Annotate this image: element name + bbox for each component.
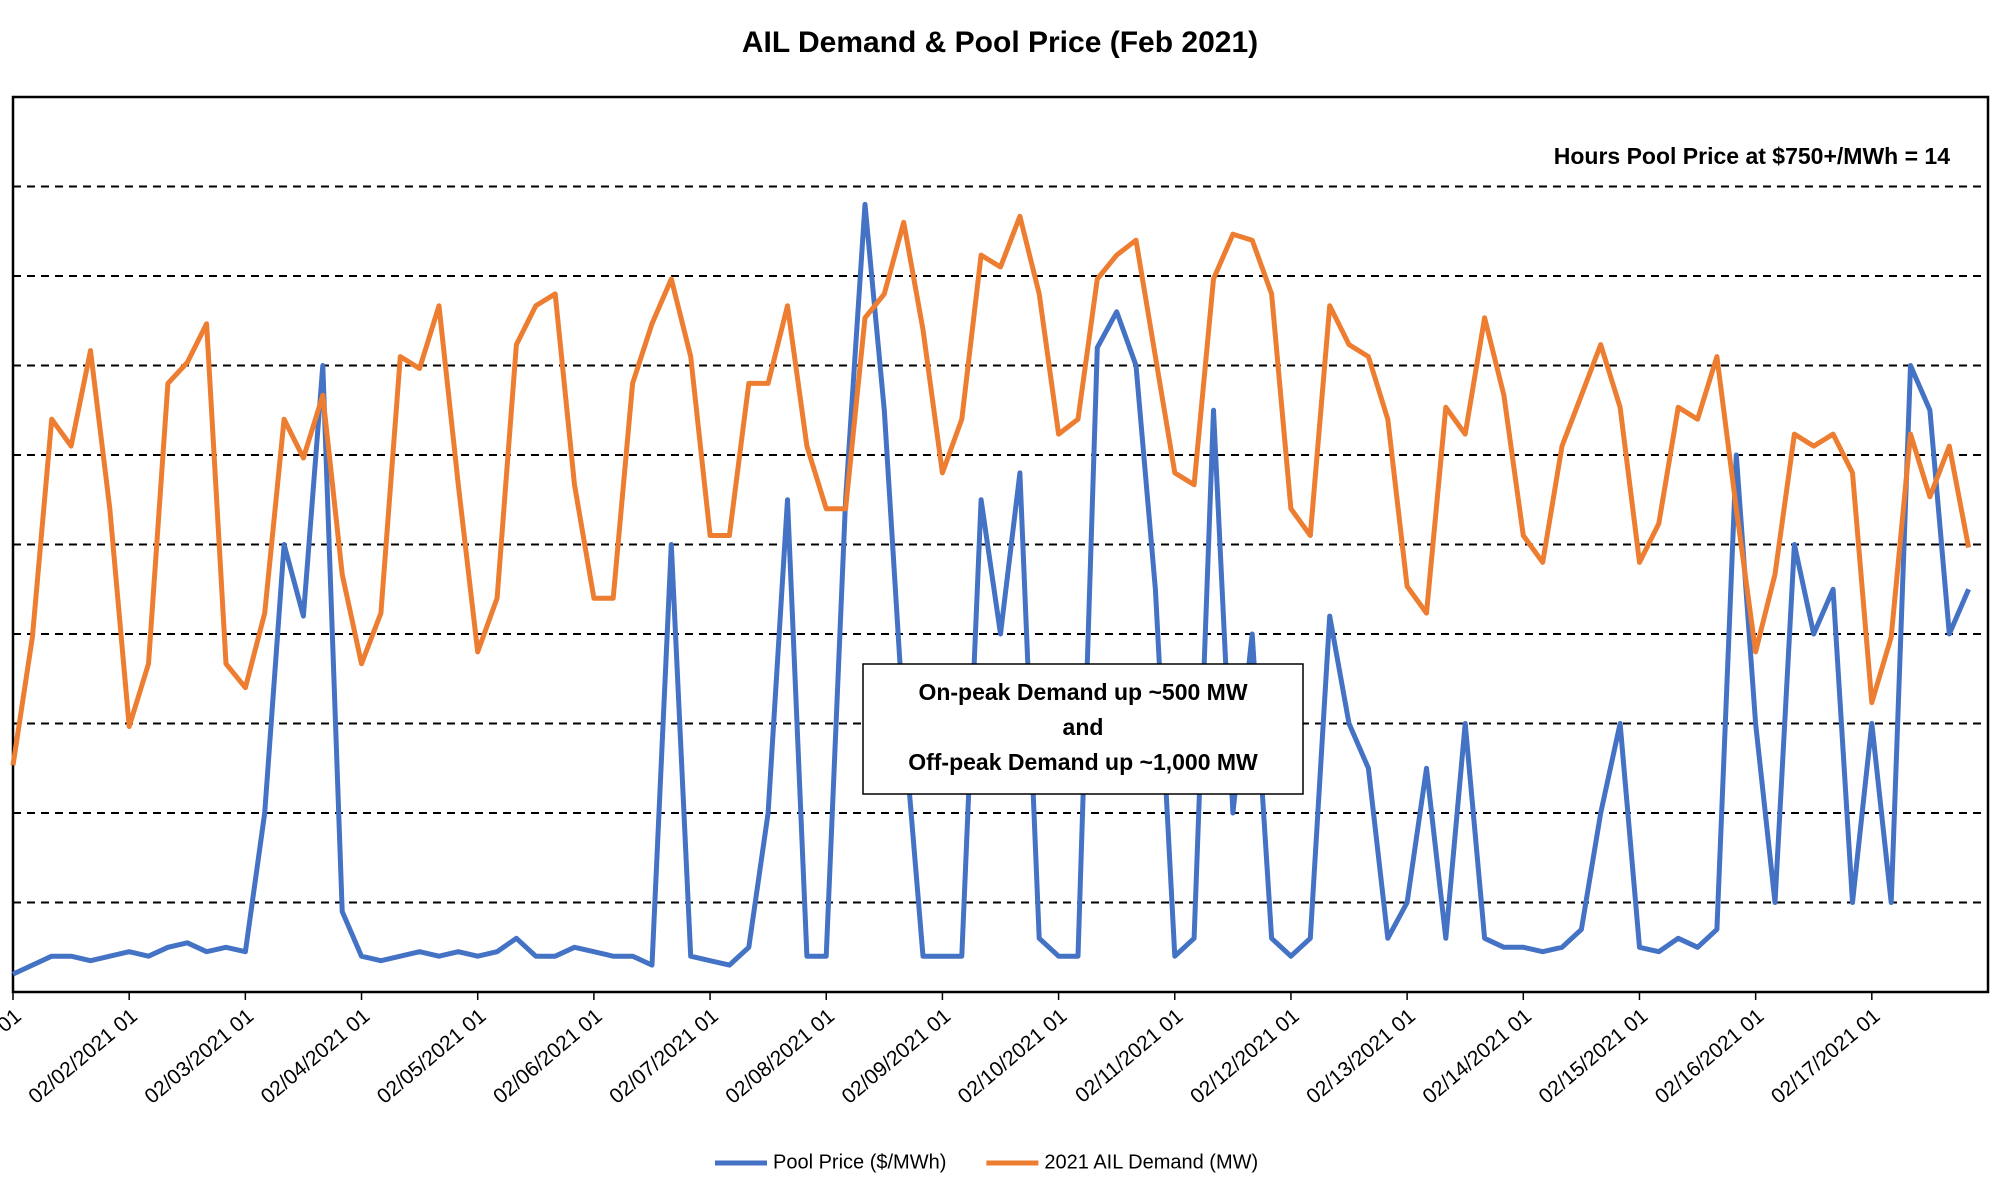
annotation: Off-peak Demand up ~1,000 MW [908, 749, 1258, 775]
x-tick-label: 02/06/2021 01 [489, 1004, 607, 1108]
annotation: On-peak Demand up ~500 MW [918, 679, 1247, 705]
x-tick-label: 02/08/2021 01 [721, 1004, 839, 1108]
x-tick-label: 02/15/2021 01 [1535, 1004, 1653, 1108]
x-tick-label: 02/03/2021 01 [140, 1004, 258, 1108]
chart-title: AIL Demand & Pool Price (Feb 2021) [742, 26, 1258, 59]
x-tick-label: 02/01/2021 01 [0, 1004, 26, 1108]
x-tick-label: 02/11/2021 01 [1071, 1004, 1187, 1107]
series-line [11, 201, 1971, 977]
x-tick-label: 02/05/2021 01 [373, 1004, 491, 1108]
x-tick-label: 02/04/2021 01 [257, 1004, 375, 1108]
annotation: Hours Pool Price at $750+/MWh = 14 [1554, 143, 1950, 169]
x-tick-label: 02/14/2021 01 [1418, 1004, 1536, 1108]
x-tick-label: 02/17/2021 01 [1767, 1004, 1885, 1108]
x-tick-label: 02/13/2021 01 [1302, 1004, 1420, 1108]
series-line [10, 213, 1972, 766]
annotation-box [862, 663, 1304, 795]
legend-label: Pool Price ($/MWh) [773, 1151, 946, 1173]
x-tick-label: 02/16/2021 01 [1651, 1004, 1769, 1108]
x-tick-label: 02/02/2021 01 [24, 1004, 142, 1108]
x-tick-label: 02/09/2021 01 [838, 1004, 956, 1108]
x-tick-label: 02/07/2021 01 [605, 1004, 723, 1108]
x-tick-label: 02/12/2021 01 [1186, 1004, 1304, 1108]
annotation: and [1063, 714, 1104, 740]
legend-label: 2021 AIL Demand (MW) [1044, 1151, 1258, 1173]
x-tick-label: 02/10/2021 01 [954, 1004, 1072, 1108]
